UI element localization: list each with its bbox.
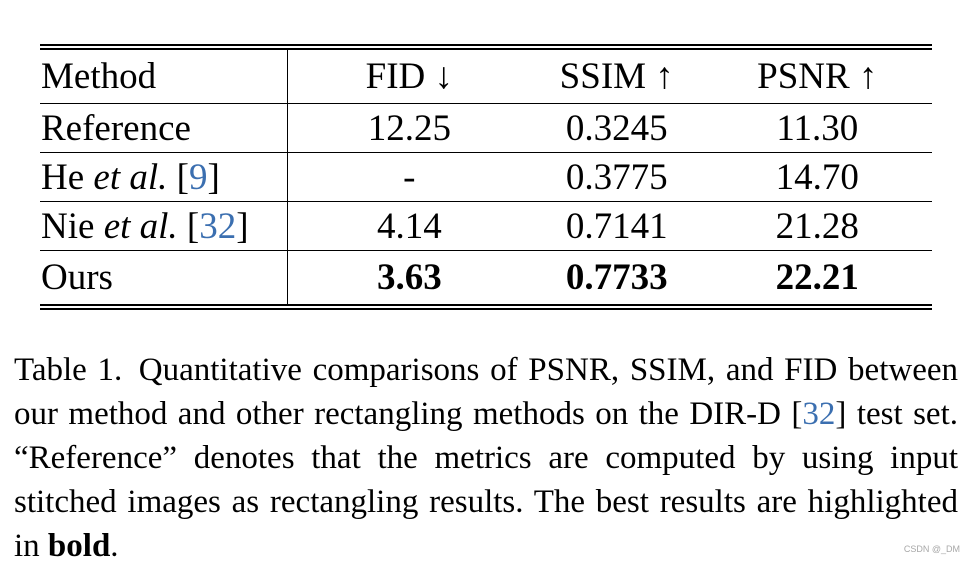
caption-text: Table 1. Quantitative comparisons of PSN… (14, 352, 958, 432)
ssim-cell: 0.3245 (530, 103, 703, 153)
et-al: et al. (93, 156, 168, 198)
caption-text: ] test set. “Reference” denotes that the… (14, 396, 958, 564)
method-cell: He et al. [9] (40, 152, 288, 202)
table-row: Nie et al. [32] 4.14 0.7141 21.28 (40, 201, 932, 251)
fid-cell: 4.14 (287, 201, 531, 251)
table-caption: Table 1. Quantitative comparisons of PSN… (14, 348, 958, 568)
method-name: Nie (41, 205, 104, 247)
psnr-cell-best: 22.21 (702, 250, 932, 310)
header-ssim: SSIM ↑ (530, 44, 703, 104)
fid-cell-best: 3.63 (287, 250, 531, 310)
table-row: Reference 12.25 0.3245 11.30 (40, 103, 932, 153)
ssim-cell: 0.7141 (530, 201, 703, 251)
ssim-cell: 0.3775 (530, 152, 703, 202)
table-row-ours: Ours 3.63 0.7733 22.21 (40, 250, 932, 310)
header-psnr: PSNR ↑ (702, 44, 932, 104)
method-cell: Reference (40, 103, 288, 153)
psnr-cell: 21.28 (702, 201, 932, 251)
watermark: CSDN @_DM (903, 544, 960, 554)
ssim-cell-best: 0.7733 (530, 250, 703, 310)
et-al: et al. (103, 205, 178, 247)
psnr-cell: 14.70 (702, 152, 932, 202)
psnr-cell: 11.30 (702, 103, 932, 153)
header-fid: FID ↓ (287, 44, 531, 104)
method-cell: Nie et al. [32] (40, 201, 288, 251)
citation-link[interactable]: 32 (199, 205, 237, 247)
method-name: He (41, 156, 94, 198)
fid-cell: 12.25 (287, 103, 531, 153)
fid-cell: - (287, 152, 531, 202)
results-table: Method FID ↓ SSIM ↑ PSNR ↑ Reference 12.… (40, 44, 932, 310)
table-row: He et al. [9] - 0.3775 14.70 (40, 152, 932, 202)
method-cell: Ours (40, 250, 288, 310)
method-name: Reference (41, 107, 191, 149)
citation-link[interactable]: 32 (802, 396, 836, 432)
caption-bold-word: bold (47, 528, 111, 564)
header-method: Method (40, 44, 288, 104)
table-header-row: Method FID ↓ SSIM ↑ PSNR ↑ (40, 44, 932, 104)
caption-end: . (110, 528, 119, 564)
citation-link[interactable]: 9 (188, 156, 208, 198)
method-name: Ours (41, 257, 113, 298)
